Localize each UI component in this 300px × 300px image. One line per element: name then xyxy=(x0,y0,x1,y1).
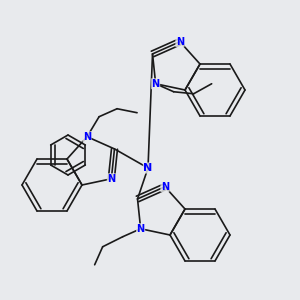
Text: N: N xyxy=(136,224,145,234)
Text: N: N xyxy=(107,174,116,184)
Text: N: N xyxy=(152,79,160,89)
Text: N: N xyxy=(161,182,169,192)
Text: N: N xyxy=(83,132,91,142)
Text: N: N xyxy=(176,37,184,47)
Text: N: N xyxy=(143,163,153,173)
